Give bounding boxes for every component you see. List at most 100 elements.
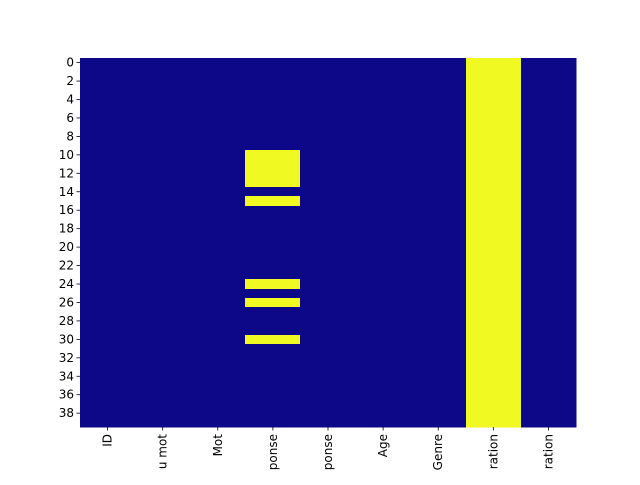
heatmap-cell	[300, 316, 357, 327]
heatmap-cell	[190, 298, 246, 308]
heatmap-cell	[135, 187, 191, 197]
heatmap-cell	[190, 381, 246, 391]
heatmap-cell	[521, 76, 577, 87]
heatmap-cell	[190, 141, 246, 151]
heatmap-cell	[135, 76, 191, 87]
y-tick-label: 2	[66, 74, 74, 88]
heatmap-cell	[466, 123, 522, 133]
heatmap-cell	[356, 418, 412, 428]
heatmap-cell	[466, 141, 522, 151]
heatmap-cell	[466, 169, 522, 179]
y-tick-label: 0	[66, 56, 74, 70]
heatmap-cell	[80, 150, 136, 160]
x-axis: ID u mot Mot ponse ponse Age Genre ration ration	[101, 427, 555, 470]
heatmap-cell	[80, 316, 136, 327]
heatmap-cell	[300, 399, 357, 410]
heatmap-cell	[411, 104, 467, 114]
heatmap-cell	[190, 279, 246, 290]
heatmap-cell	[135, 58, 191, 68]
heatmap-cell	[190, 76, 246, 87]
heatmap-cell	[466, 67, 522, 77]
heatmap-cell	[190, 104, 246, 114]
heatmap-cell	[245, 104, 301, 114]
heatmap-cell	[190, 252, 246, 262]
heatmap-cell	[356, 233, 412, 244]
heatmap-cell	[190, 316, 246, 327]
heatmap-cell	[245, 123, 301, 133]
heatmap-cell	[521, 344, 577, 354]
heatmap-cell	[411, 150, 467, 160]
heatmap-cell	[300, 169, 357, 179]
x-tick-label: Mot	[211, 434, 225, 457]
heatmap-cell	[190, 132, 246, 142]
heatmap-cell	[80, 381, 136, 391]
heatmap-cell	[245, 132, 301, 142]
heatmap-cell	[245, 372, 301, 382]
y-tick-label: 38	[59, 406, 74, 420]
heatmap-cell	[135, 206, 191, 216]
heatmap-cell	[190, 390, 246, 400]
heatmap-cell	[245, 261, 301, 271]
heatmap-cell	[245, 113, 301, 124]
heatmap-cell	[80, 233, 136, 244]
heatmap-cell	[135, 353, 191, 363]
heatmap-cell	[245, 159, 301, 170]
heatmap-cell	[356, 279, 412, 290]
heatmap-cell	[80, 113, 136, 124]
y-tick-label: 14	[59, 185, 74, 199]
heatmap-cell	[521, 86, 577, 96]
heatmap-cell	[135, 261, 191, 271]
heatmap-cell	[80, 243, 136, 253]
heatmap-cell	[466, 353, 522, 363]
heatmap-cell	[521, 67, 577, 77]
heatmap-cell	[245, 409, 301, 419]
heatmap-cell	[411, 132, 467, 142]
heatmap-cell	[80, 196, 136, 207]
heatmap-cell	[80, 344, 136, 354]
heatmap-cell	[521, 233, 577, 244]
heatmap-cell	[356, 67, 412, 77]
heatmap-cell	[190, 206, 246, 216]
heatmap-cell	[466, 95, 522, 105]
heatmap-cell	[521, 270, 577, 280]
heatmap-cell	[521, 224, 577, 234]
heatmap-cell	[80, 298, 136, 308]
heatmap-cell	[356, 76, 412, 87]
heatmap-cell	[300, 335, 357, 345]
heatmap-cell	[466, 233, 522, 244]
heatmap-cell	[245, 233, 301, 244]
heatmap-cell	[300, 409, 357, 419]
heatmap-cell	[300, 390, 357, 400]
heatmap-cell	[411, 270, 467, 280]
heatmap-cell	[466, 362, 522, 373]
heatmap-cell	[190, 178, 246, 188]
heatmap-cell	[80, 399, 136, 410]
heatmap-cell	[521, 206, 577, 216]
x-tick-label: ID	[101, 434, 115, 447]
heatmap-cell	[356, 353, 412, 363]
heatmap-cell	[466, 381, 522, 391]
heatmap-cell	[300, 95, 357, 105]
heatmap-cell	[521, 390, 577, 400]
heatmap-cell	[466, 76, 522, 87]
y-tick-label: 34	[59, 369, 74, 383]
heatmap-cell	[300, 344, 357, 354]
heatmap-cell	[300, 123, 357, 133]
heatmap-cell	[300, 307, 357, 317]
y-tick-label: 8	[66, 129, 74, 143]
heatmap-cell	[411, 316, 467, 327]
heatmap-cell	[356, 104, 412, 114]
heatmap-cell	[190, 86, 246, 96]
heatmap-cell	[300, 381, 357, 391]
y-tick-label: 4	[66, 93, 74, 107]
heatmap-cell	[190, 307, 246, 317]
heatmap-cell	[411, 362, 467, 373]
heatmap-cell	[521, 58, 577, 68]
heatmap-cell	[521, 141, 577, 151]
heatmap-cell	[466, 307, 522, 317]
heatmap-cell	[466, 316, 522, 327]
heatmap-cell	[411, 233, 467, 244]
heatmap-cell	[356, 289, 412, 299]
heatmap-cell	[521, 353, 577, 363]
